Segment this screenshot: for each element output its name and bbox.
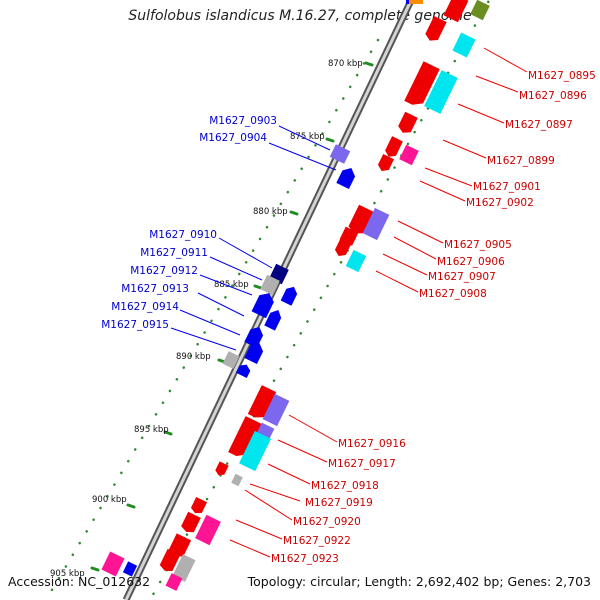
gene-label-0913: M1627_0913	[121, 283, 189, 295]
gene-label-0907: M1627_0907	[428, 271, 496, 283]
tick-label: 880 kbp	[253, 207, 288, 217]
feature-0913	[264, 310, 282, 331]
feature-0914	[244, 327, 264, 349]
tick-label: 870 kbp	[328, 59, 363, 69]
gene-label-0923: M1627_0923	[271, 553, 339, 565]
forward-leader-lines	[170, 125, 337, 351]
gene-label-0897: M1627_0897	[505, 119, 573, 131]
reverse-leader-lines	[229, 47, 528, 558]
gene-label-0912: M1627_0912	[130, 265, 198, 277]
tick-label: 885 kbp	[214, 280, 249, 290]
gene-label-0920: M1627_0920	[293, 516, 361, 528]
feature-0903	[329, 144, 351, 164]
feature-0911	[260, 274, 280, 296]
gene-label-0915: M1627_0915	[101, 319, 169, 331]
feature-0911b	[280, 286, 298, 306]
gene-label-0916: M1627_0916	[338, 438, 406, 450]
genome-title: Sulfolobus islandicus M.16.27, complete …	[128, 8, 472, 24]
feature-0904	[336, 168, 356, 190]
gene-label-0904: M1627_0904	[199, 132, 267, 144]
feature-0914b	[244, 343, 264, 365]
gene-label-0902: M1627_0902	[466, 197, 534, 209]
gene-label-0922: M1627_0922	[283, 535, 351, 547]
tick-label: 890 kbp	[176, 352, 211, 362]
genome-backbone-highlight	[124, 0, 413, 600]
tick-marks	[90, 61, 374, 572]
topology-text: Topology: circular; Length: 2,692,402 bp…	[247, 574, 591, 589]
accession-text: Accession: NC_012632	[8, 574, 151, 589]
gene-label-0895: M1627_0895	[528, 70, 596, 82]
gene-label-0911: M1627_0911	[140, 247, 208, 259]
feature-0912	[251, 293, 274, 319]
gene-label-0918: M1627_0918	[311, 480, 379, 492]
reverse-strand-features	[101, 0, 490, 591]
tick-label: 905 kbp	[50, 569, 85, 579]
tick-label: 895 kbp	[134, 425, 169, 435]
forward-gene-labels: M1627_0903 M1627_0904 M1627_0910 M1627_0…	[101, 115, 277, 331]
gene-label-0899: M1627_0899	[487, 155, 555, 167]
tick-label: 875 kbp	[290, 132, 325, 142]
reverse-gene-labels: M1627_0895 M1627_0896 M1627_0897 M1627_0…	[271, 70, 596, 565]
feature-0915	[222, 351, 240, 369]
feature-0915b	[235, 364, 251, 379]
gene-label-0901: M1627_0901	[473, 181, 541, 193]
tick-label: 900 kbp	[92, 495, 127, 505]
gene-label-0919: M1627_0919	[305, 497, 373, 509]
ruler-dots-outer	[44, 38, 380, 600]
ruler-dots	[44, 0, 491, 600]
gene-label-0917: M1627_0917	[328, 458, 396, 470]
gene-label-0908: M1627_0908	[419, 288, 487, 300]
gene-label-0910: M1627_0910	[149, 229, 217, 241]
feature-bottom	[122, 561, 138, 577]
forward-strand-features	[122, 144, 356, 577]
tick-labels: 870 kbp 875 kbp 880 kbp 885 kbp 890 kbp …	[50, 59, 363, 579]
gene-label-0896: M1627_0896	[519, 90, 587, 102]
gene-label-0914: M1627_0914	[111, 301, 179, 313]
ruler-dots-inner	[148, 0, 491, 600]
gene-label-0905: M1627_0905	[444, 239, 512, 251]
gene-label-0903: M1627_0903	[209, 115, 277, 127]
gene-label-0906: M1627_0906	[437, 256, 505, 268]
